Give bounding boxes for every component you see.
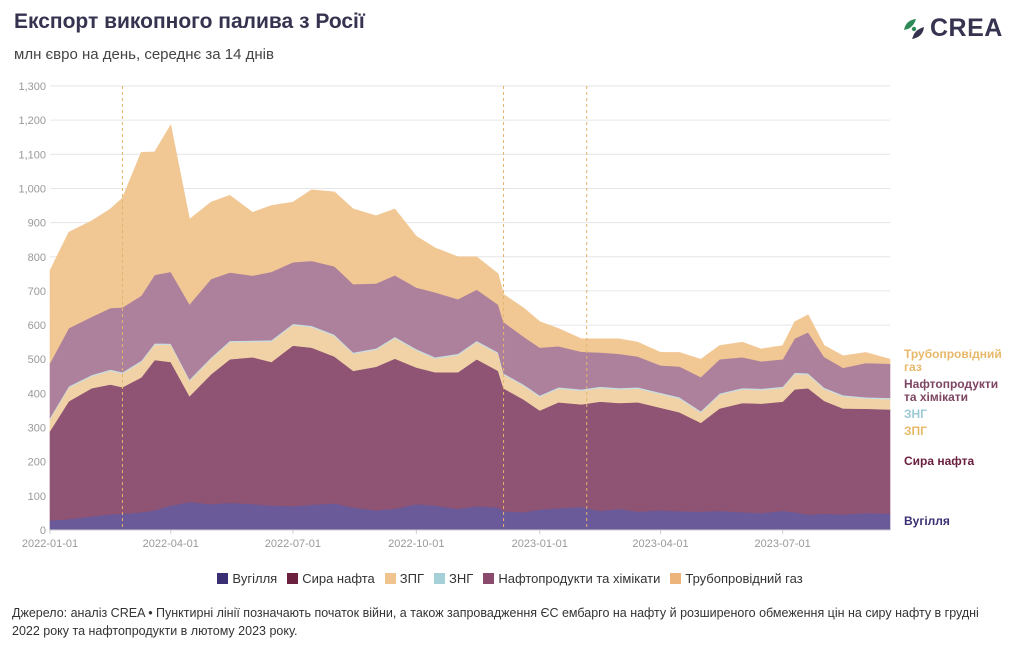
legend-item: Трубопровідний газ xyxy=(670,571,803,586)
legend-label: Вугілля xyxy=(232,571,278,586)
legend-item: Сира нафта xyxy=(287,571,375,586)
legend-item: ЗНГ xyxy=(434,571,473,586)
x-tick-label: 2022-01-01 xyxy=(22,538,78,550)
chart-title: Експорт викопного палива з Росії xyxy=(14,10,365,33)
series-label-line: та хімікати xyxy=(904,390,969,405)
series-label-line: Вугілля xyxy=(904,514,950,529)
x-tick-label: 2023-04-01 xyxy=(632,538,688,550)
legend-label: Трубопровідний газ xyxy=(685,571,803,586)
series-label: Вугілля xyxy=(904,515,950,528)
y-tick-label: 1,300 xyxy=(18,81,46,93)
legend-swatch xyxy=(670,573,682,584)
legend-swatch xyxy=(217,573,229,584)
legend-item: Вугілля xyxy=(217,571,277,586)
chart-subtitle: млн євро на день, середнє за 14 днів xyxy=(14,46,274,63)
series-label: Нафтопродукти та хімікати xyxy=(904,378,998,404)
y-tick-label: 0 xyxy=(40,525,46,537)
chart-legend: Вугілля Сира нафта ЗПГ ЗНГ Нафтопродукти та … xyxy=(0,571,1020,586)
legend-label: ЗПГ xyxy=(399,571,425,586)
chart-plot-area: 0 100 200 300 400 500 600 700 800 900 1,000 1,100 1,… xyxy=(18,81,891,550)
y-tick-label: 700 xyxy=(28,286,46,298)
x-tick-label: 2022-07-01 xyxy=(265,538,321,550)
series-label-line: ЗНГ xyxy=(904,407,927,422)
series-label: Трубопровідний газ xyxy=(904,348,1002,374)
crea-logo: CREA xyxy=(902,14,1012,44)
y-tick-label: 300 xyxy=(28,423,46,435)
x-tick-label: 2023-07-01 xyxy=(755,538,811,550)
legend-swatch xyxy=(483,573,495,584)
crea-leaf-icon xyxy=(904,19,924,39)
x-tick-label: 2023-01-01 xyxy=(512,538,568,550)
y-tick-label: 200 xyxy=(28,457,46,469)
y-tick-label: 400 xyxy=(28,388,46,400)
legend-item: Нафтопродукти та хімікати xyxy=(483,571,660,586)
series-label: ЗНГ xyxy=(904,408,927,421)
logo-text: CREA xyxy=(930,14,1003,42)
series-label-line: Сира нафта xyxy=(904,454,975,469)
legend-label: ЗНГ xyxy=(449,571,474,586)
series-label-line: Нафтопродукти xyxy=(904,377,999,392)
x-tick-label: 2022-10-01 xyxy=(388,538,444,550)
source-note: Джерело: аналіз CREA • Пунктирні лінії п… xyxy=(12,606,979,638)
legend-item: ЗПГ xyxy=(384,571,425,586)
y-tick-label: 500 xyxy=(28,354,46,366)
legend-label: Сира нафта xyxy=(302,571,375,586)
series-label: ЗПГ xyxy=(904,425,927,438)
y-tick-label: 600 xyxy=(28,320,46,332)
series-label-line: Трубопровідний xyxy=(904,347,1002,362)
series-label-line: ЗПГ xyxy=(904,424,927,439)
series-label-line: газ xyxy=(904,360,922,375)
y-tick-label: 800 xyxy=(28,252,46,264)
series-label: Сира нафта xyxy=(904,455,974,468)
y-tick-label: 1,100 xyxy=(18,149,46,161)
legend-swatch xyxy=(434,573,446,584)
legend-swatch xyxy=(287,573,299,584)
y-tick-label: 900 xyxy=(28,218,46,230)
y-tick-label: 1,000 xyxy=(18,183,46,195)
y-tick-label: 1,200 xyxy=(18,115,46,127)
legend-label: Нафтопродукти та хімікати xyxy=(498,571,661,586)
area-series-5 xyxy=(49,124,891,378)
legend-swatch xyxy=(384,573,396,584)
x-tick-label: 2022-04-01 xyxy=(143,538,199,550)
y-tick-label: 100 xyxy=(28,491,46,503)
